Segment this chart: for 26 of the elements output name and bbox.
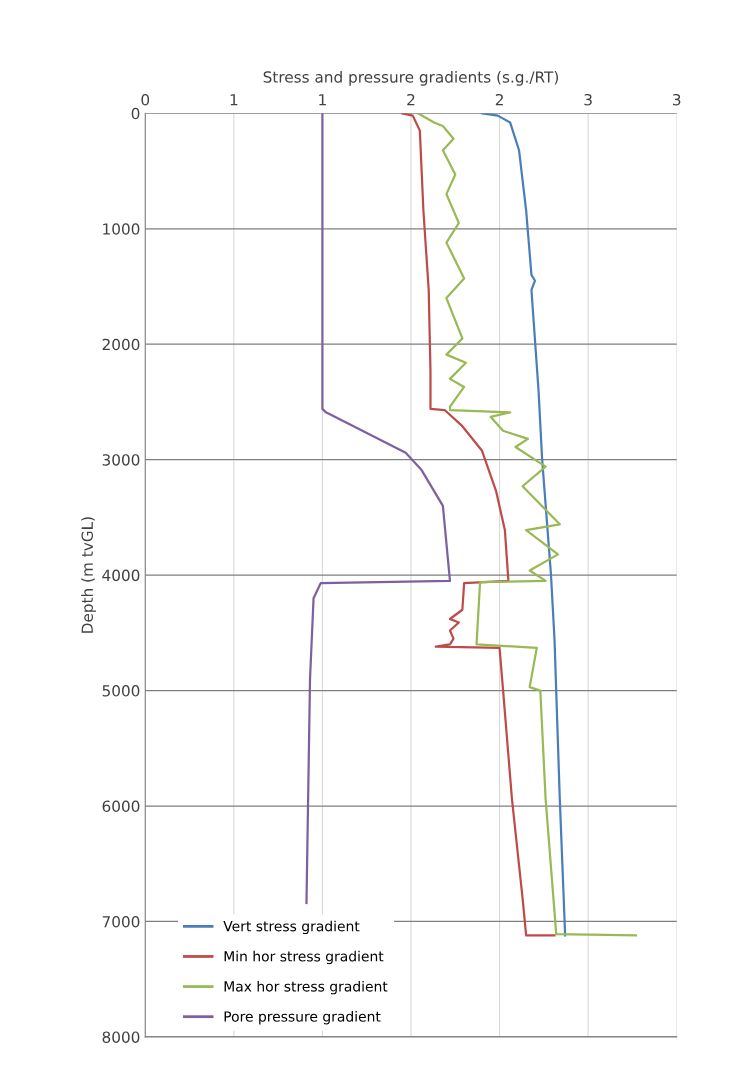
x-tick-label: 1 xyxy=(319,94,326,106)
legend-label: Max hor stress gradient xyxy=(224,980,388,995)
line-series xyxy=(305,113,452,905)
x-tick-label: 1 xyxy=(230,94,238,106)
y-tick-label: 1000 xyxy=(103,223,140,235)
y-axis-title: Depth (m tvGL) xyxy=(81,517,96,633)
y-tick-label: 7000 xyxy=(102,915,140,928)
legend-label: Vert stress gradient xyxy=(223,920,360,935)
line-series xyxy=(416,113,638,937)
x-tick-label: 0 xyxy=(141,93,150,106)
x-tick-label: 2 xyxy=(407,93,415,106)
y-tick-label: 3000 xyxy=(102,454,140,466)
y-tick-label: 2000 xyxy=(102,338,140,351)
x-tick-label: 2 xyxy=(495,93,503,106)
y-tick-label: 6000 xyxy=(102,800,140,813)
y-tick-label: 0 xyxy=(131,107,140,120)
y-tick-label: 4000 xyxy=(102,569,140,582)
x-tick-label: 3 xyxy=(673,93,681,106)
legend-label: Pore pressure gradient xyxy=(224,1010,381,1025)
legend-label: Min hor stress gradient xyxy=(224,950,384,965)
y-tick-label: 8000 xyxy=(102,1031,140,1043)
line-series xyxy=(480,113,567,937)
x-tick-label: 3 xyxy=(584,93,592,106)
line-series xyxy=(401,113,556,937)
y-tick-label: 5000 xyxy=(102,685,140,697)
x-axis-title: Stress and pressure gradients (s.g./RT) xyxy=(263,70,559,86)
